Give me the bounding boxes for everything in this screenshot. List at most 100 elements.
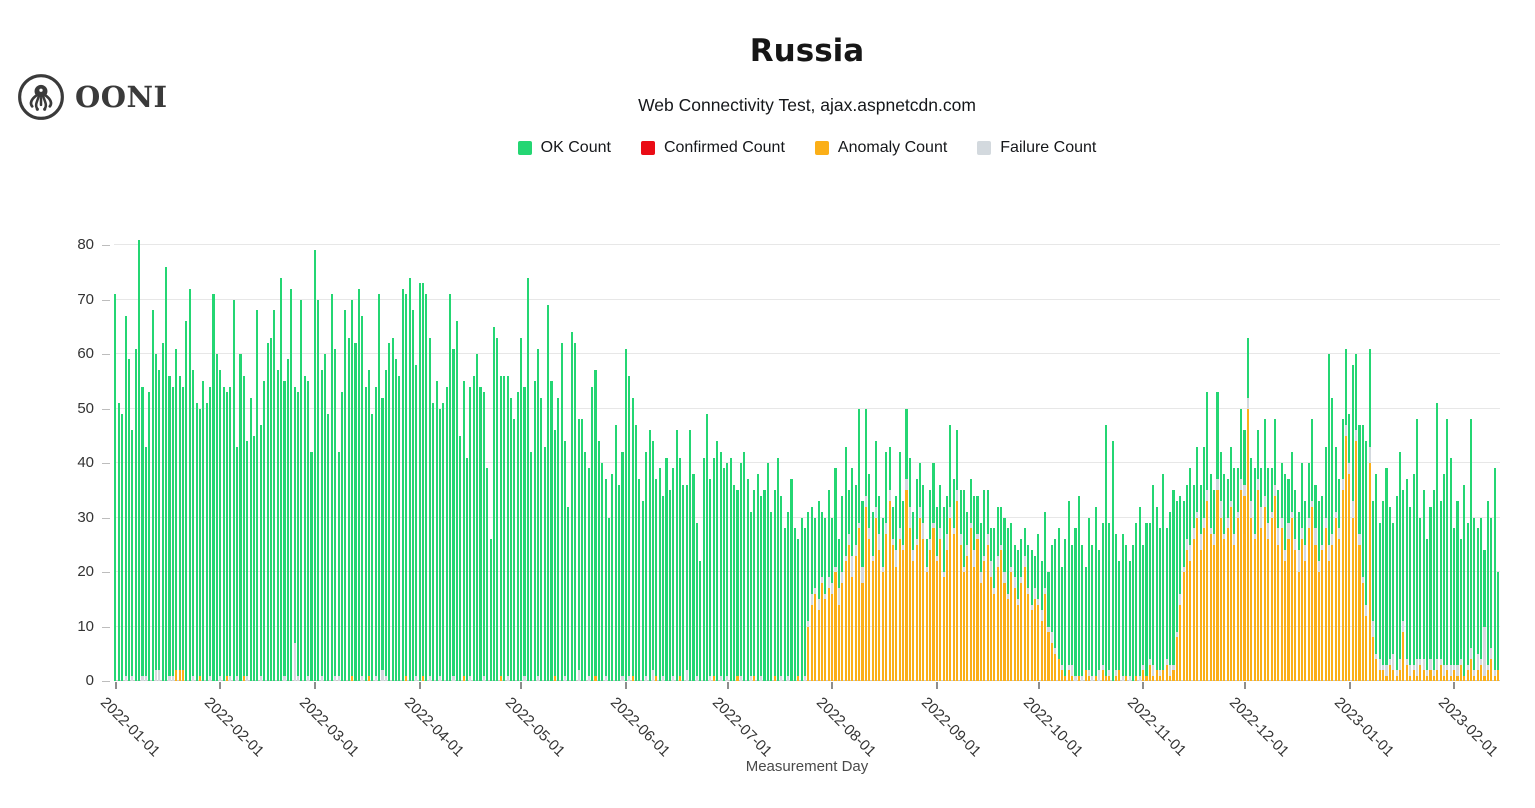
stacked-bar-day-175[interactable] [705,226,709,681]
stacked-bar-day-338[interactable] [1257,226,1260,681]
stacked-bar-day-88[interactable] [411,226,414,681]
stacked-bar-day-295[interactable] [1111,226,1114,681]
stacked-bar-day-13[interactable] [158,226,161,681]
stacked-bar-day-122[interactable] [526,226,529,681]
stacked-bar-day-244[interactable] [939,226,942,681]
stacked-bar-day-273[interactable] [1037,226,1040,681]
stacked-bar-day-264[interactable] [1006,226,1009,681]
stacked-bar-day-189[interactable] [753,226,756,681]
stacked-bar-day-112[interactable] [493,226,496,681]
stacked-bar-day-114[interactable] [499,226,502,681]
stacked-bar-day-177[interactable] [712,226,715,681]
stacked-bar-day-51[interactable] [286,226,289,681]
stacked-bar-day-207[interactable] [814,226,817,681]
stacked-bar-day-101[interactable] [455,226,458,681]
stacked-bar-day-154[interactable] [634,226,638,681]
stacked-bar-day-214[interactable] [837,226,840,681]
stacked-bar-day-263[interactable] [1003,226,1006,681]
stacked-bar-day-363[interactable] [1341,226,1344,681]
stacked-bar-day-47[interactable] [273,226,276,681]
stacked-bar-day-30[interactable] [215,226,218,681]
stacked-bar-day-344[interactable] [1277,226,1280,681]
stacked-bar-day-107[interactable] [476,226,479,681]
stacked-bar-day-147[interactable] [611,226,614,681]
stacked-bar-day-367[interactable] [1355,226,1358,681]
stacked-bar-day-311[interactable] [1165,226,1168,681]
stacked-bar-day-48[interactable] [276,226,279,681]
stacked-bar-day-268[interactable] [1020,226,1023,681]
stacked-bar-day-19[interactable] [178,226,181,681]
stacked-bar-day-223[interactable] [868,226,871,681]
stacked-bar-day-267[interactable] [1016,226,1020,681]
stacked-bar-day-183[interactable] [733,226,736,681]
stacked-bar-day-74[interactable] [364,226,367,681]
stacked-bar-day-243[interactable] [935,226,938,681]
stacked-bar-day-234[interactable] [905,226,908,681]
stacked-bar-day-233[interactable] [902,226,905,681]
stacked-bar-day-328[interactable] [1223,226,1226,681]
stacked-bar-day-50[interactable] [283,226,286,681]
stacked-bar-day-336[interactable] [1250,226,1253,681]
stacked-bar-day-123[interactable] [530,226,533,681]
stacked-bar-day-15[interactable] [165,226,168,681]
stacked-bar-day-57[interactable] [307,226,310,681]
stacked-bar-day-24[interactable] [195,226,198,681]
stacked-bar-day-384[interactable] [1412,226,1415,681]
stacked-bar-day-21[interactable] [185,226,188,681]
stacked-bar-day-139[interactable] [584,226,587,681]
stacked-bar-day-195[interactable] [773,226,776,681]
stacked-bar-day-182[interactable] [729,226,732,681]
stacked-bar-day-287[interactable] [1084,226,1087,681]
stacked-bar-day-224[interactable] [871,226,874,681]
stacked-bar-day-290[interactable] [1094,226,1097,681]
stacked-bar-day-254[interactable] [973,226,976,681]
stacked-bar-day-220[interactable] [858,226,861,681]
stacked-bar-day-225[interactable] [875,226,878,681]
stacked-bar-day-356[interactable] [1317,226,1320,681]
stacked-bar-day-190[interactable] [756,226,759,681]
stacked-bar-day-317[interactable] [1186,226,1189,681]
stacked-bar-day-126[interactable] [540,226,543,681]
stacked-bar-day-310[interactable] [1162,226,1165,681]
stacked-bar-day-192[interactable] [763,226,766,681]
stacked-bar-day-7[interactable] [138,226,141,681]
stacked-bar-day-303[interactable] [1138,226,1141,681]
stacked-bar-day-394[interactable] [1446,226,1449,681]
stacked-bar-day-157[interactable] [645,226,648,681]
stacked-bar-day-293[interactable] [1104,226,1107,681]
stacked-bar-day-235[interactable] [908,226,911,681]
stacked-bar-day-246[interactable] [946,226,949,681]
stacked-bar-day-87[interactable] [408,226,411,681]
stacked-bar-day-300[interactable] [1128,226,1131,681]
stacked-bar-day-150[interactable] [621,226,624,681]
stacked-bar-day-395[interactable] [1449,226,1452,681]
stacked-bar-day-272[interactable] [1033,226,1036,681]
stacked-bar-day-252[interactable] [966,226,969,681]
stacked-bar-day-313[interactable] [1172,226,1175,681]
stacked-bar-day-83[interactable] [394,226,398,681]
stacked-bar-day-382[interactable] [1405,226,1408,681]
stacked-bar-day-277[interactable] [1050,226,1053,681]
stacked-bar-day-124[interactable] [533,226,536,681]
stacked-bar-day-240[interactable] [925,226,928,681]
stacked-bar-day-242[interactable] [932,226,935,681]
stacked-bar-day-260[interactable] [993,226,996,681]
stacked-bar-day-354[interactable] [1311,226,1314,681]
stacked-bar-day-219[interactable] [854,226,857,681]
stacked-bar-day-291[interactable] [1098,226,1101,681]
stacked-bar-day-227[interactable] [881,226,884,681]
stacked-bar-day-330[interactable] [1229,226,1233,681]
stacked-bar-day-333[interactable] [1240,226,1243,681]
stacked-bar-day-163[interactable] [665,226,668,681]
stacked-bar-day-32[interactable] [222,226,225,681]
stacked-bar-day-337[interactable] [1253,226,1256,681]
stacked-bar-day-283[interactable] [1071,226,1074,681]
stacked-bar-day-141[interactable] [591,226,594,681]
stacked-bar-day-276[interactable] [1047,226,1050,681]
stacked-bar-day-343[interactable] [1273,226,1276,681]
stacked-bar-day-69[interactable] [347,226,350,681]
stacked-bar-day-31[interactable] [219,226,222,681]
stacked-bar-day-67[interactable] [340,226,343,681]
legend-item-anomaly[interactable]: Anomaly Count [814,139,947,157]
stacked-bar-day-136[interactable] [574,226,577,681]
